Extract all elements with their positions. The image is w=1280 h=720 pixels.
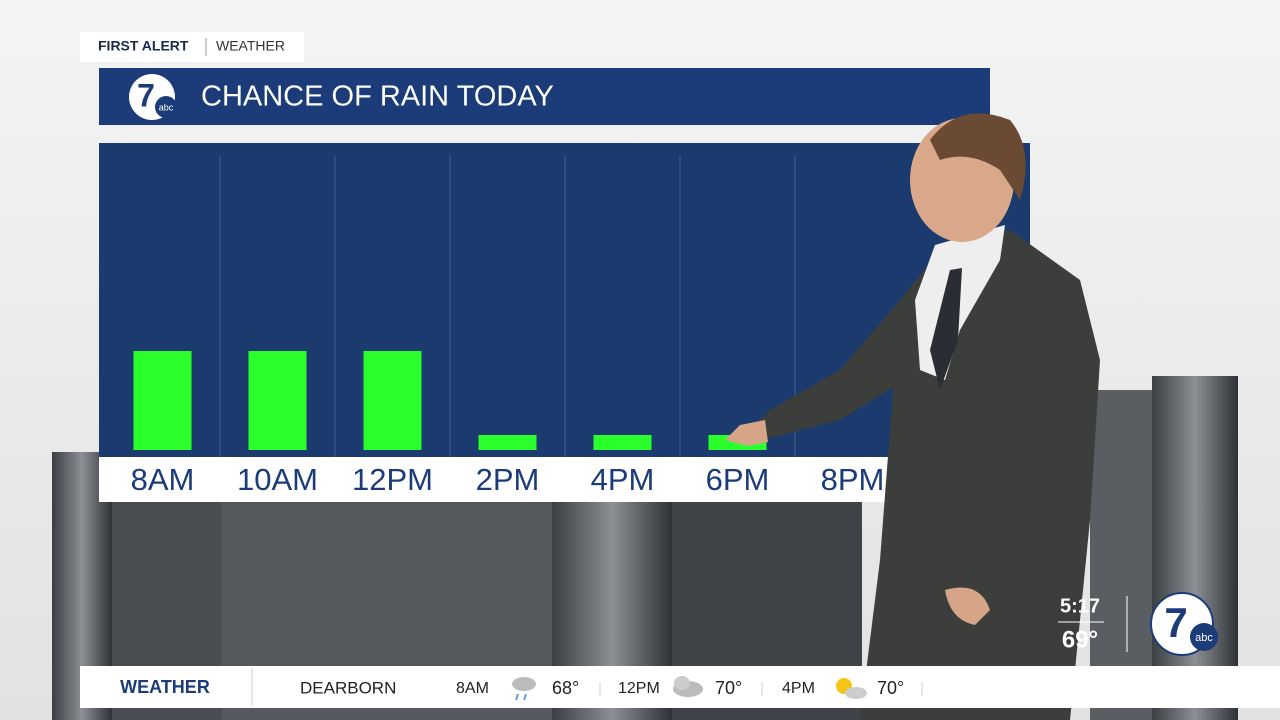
sun-icon (836, 678, 867, 699)
rain-icon (512, 677, 536, 701)
x-tick-label: 8PM (821, 462, 885, 497)
ticker: WEATHER DEARBORN 8AM 68° 12PM 70° 4PM 70… (80, 666, 1280, 708)
forecast-time: 12PM (618, 680, 660, 697)
forecast-time: 8AM (456, 680, 489, 697)
brand-first: FIRST ALERT (98, 38, 189, 54)
bar (248, 351, 307, 450)
forecast-time: 4PM (782, 680, 815, 697)
x-tick-label: 12PM (352, 462, 433, 497)
logo-number: 7 (1164, 599, 1187, 646)
ticker-location: DEARBORN (300, 678, 396, 697)
logo-network: abc (1195, 632, 1213, 644)
clock-time: 5:17 (1060, 595, 1100, 617)
x-tick-label: 2PM (476, 462, 540, 497)
title-bar (99, 68, 990, 125)
x-tick-label: 10AM (237, 462, 318, 497)
chart-title: CHANCE OF RAIN TODAY (201, 81, 554, 113)
bar (478, 435, 537, 450)
forecast-temp: 70° (715, 678, 742, 698)
brand-tag: FIRST ALERT WEATHER (80, 32, 304, 62)
presenter (725, 113, 1100, 720)
bar (363, 351, 422, 450)
brand-second: WEATHER (216, 38, 285, 54)
forecast-temp: 70° (877, 678, 904, 698)
x-tick-label: 8AM (131, 462, 195, 497)
label-strip (99, 457, 895, 502)
forecast-temp: 68° (552, 678, 579, 698)
title-logo: 7 abc (129, 74, 177, 120)
ticker-section: WEATHER (120, 677, 210, 697)
chart: 8AM 10AM 12PM 2PM 4PM 6PM 8PM (131, 156, 885, 497)
logo-number: 7 (137, 77, 155, 113)
bar (133, 351, 192, 450)
x-tick-label: 4PM (591, 462, 655, 497)
logo-network: abc (159, 102, 174, 112)
cloud-icon (673, 676, 703, 697)
clock-box: 5:17 69° 7 abc (1058, 592, 1218, 656)
x-tick-label: 6PM (706, 462, 770, 497)
brand-box (80, 32, 304, 62)
clock-temperature: 69° (1062, 626, 1098, 653)
bar (593, 435, 652, 450)
